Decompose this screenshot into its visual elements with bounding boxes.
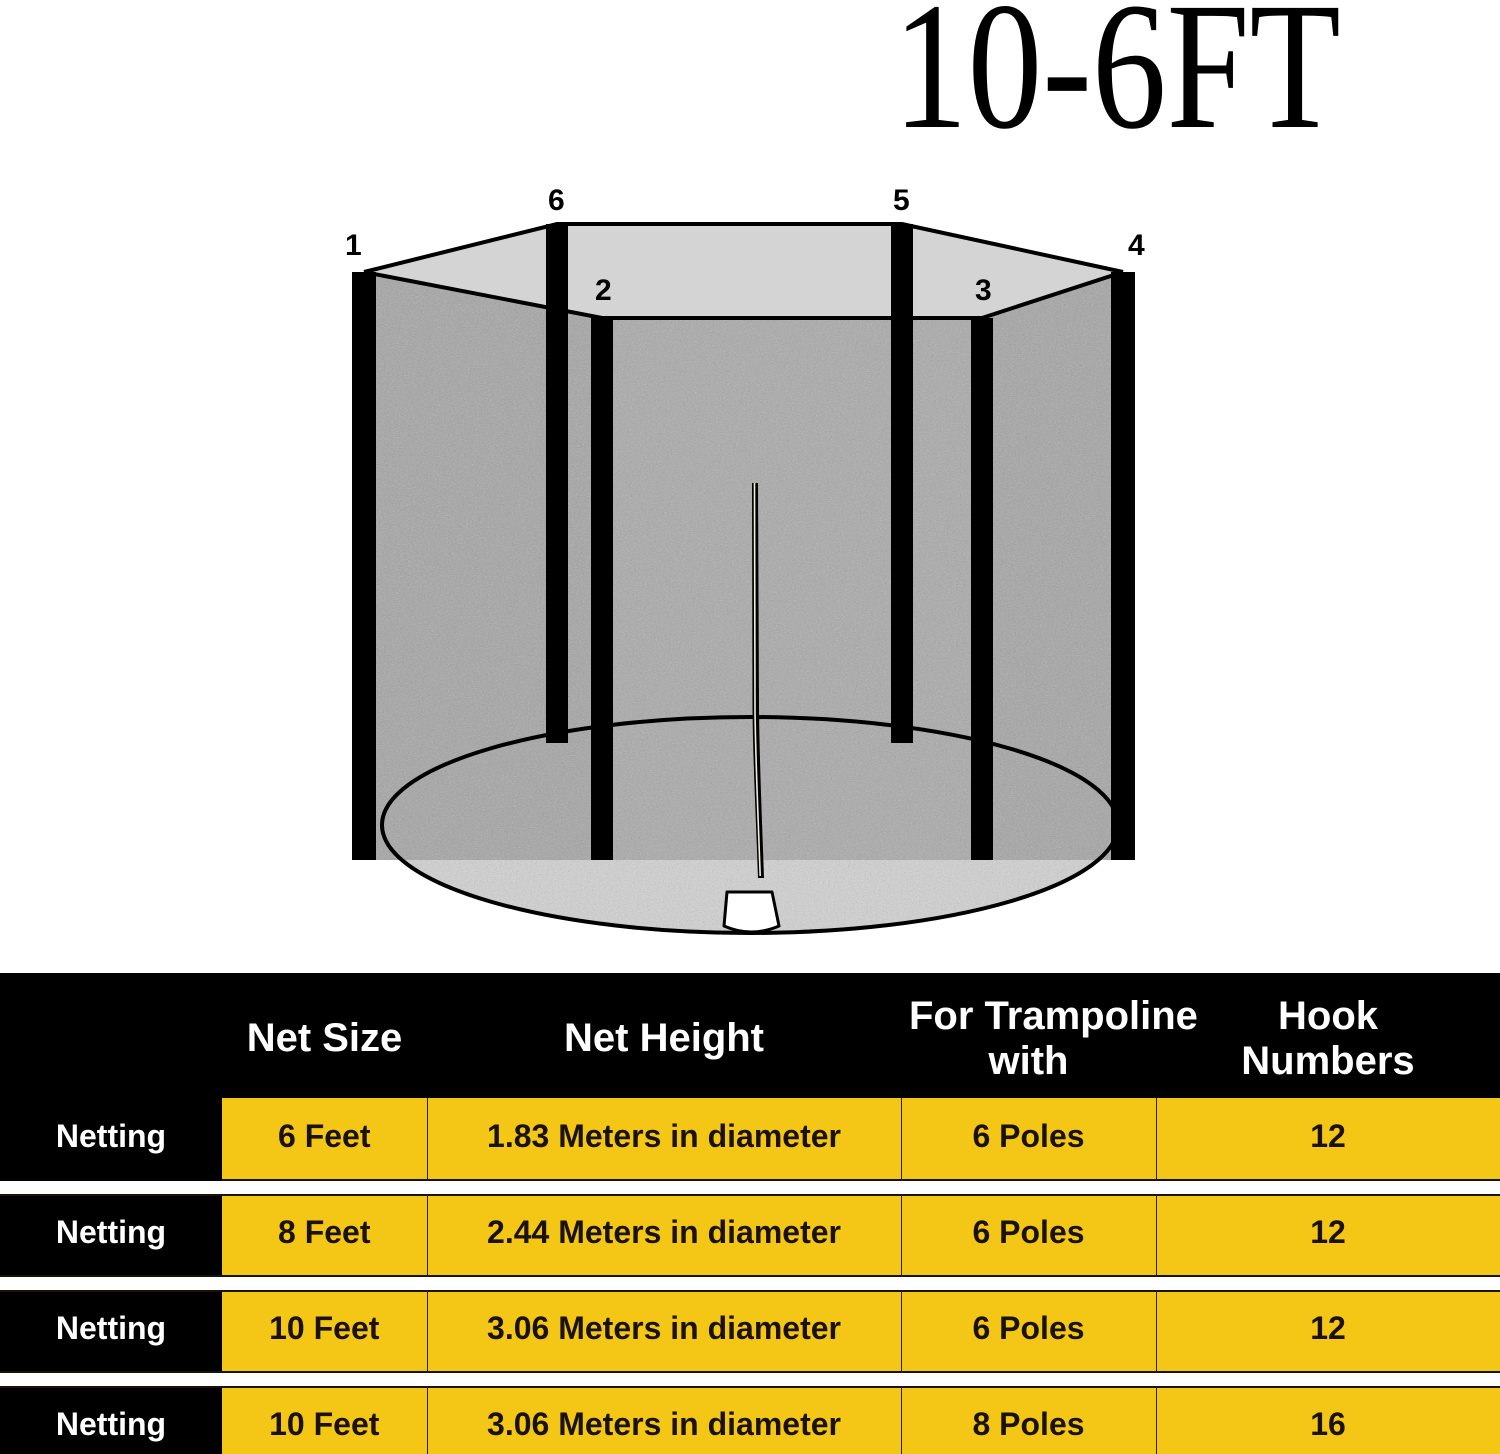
svg-text:5: 5	[893, 184, 910, 217]
svg-text:4: 4	[1128, 229, 1145, 262]
svg-text:6: 6	[548, 184, 565, 217]
svg-text:3: 3	[975, 274, 992, 307]
svg-text:1: 1	[345, 229, 362, 262]
svg-text:2: 2	[595, 274, 612, 307]
